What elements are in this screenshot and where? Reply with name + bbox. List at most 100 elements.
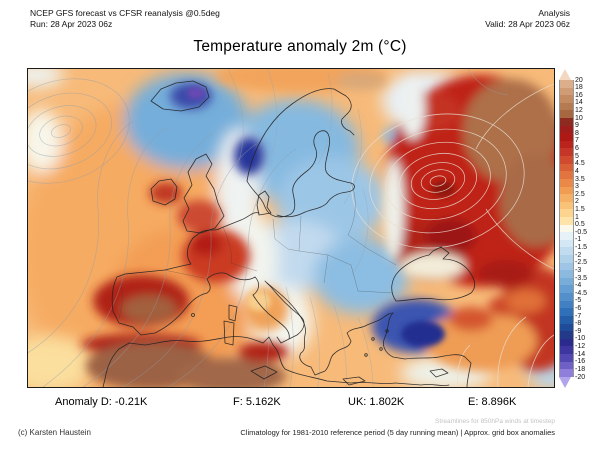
anomaly-field bbox=[28, 69, 554, 387]
colorbar-label: 3.5 bbox=[575, 175, 585, 183]
colorbar-segment bbox=[560, 201, 573, 210]
anomaly-stat-e: E: 8.896K bbox=[468, 396, 516, 408]
stat-value: 8.896K bbox=[481, 396, 517, 408]
colorbar-label: -4.5 bbox=[575, 289, 588, 297]
colorbar-segment bbox=[560, 255, 573, 263]
colorbar-label: -14 bbox=[575, 350, 586, 358]
colorbar-segment bbox=[560, 224, 573, 233]
colorbar-label: 0.5 bbox=[575, 221, 585, 229]
colorbar-segment bbox=[560, 285, 573, 294]
colorbar-segment bbox=[560, 87, 573, 96]
colorbar-segment bbox=[560, 331, 573, 339]
colorbar-segment bbox=[560, 148, 573, 157]
colorbar-label: 20 bbox=[575, 76, 583, 84]
colorbar-segment bbox=[560, 346, 573, 354]
model-line: NCEP GFS forecast vs CFSR reanalysis @0.… bbox=[30, 8, 220, 18]
colorbar-label: -18 bbox=[575, 365, 586, 373]
colorbar-segment bbox=[560, 125, 573, 134]
colorbar-label: 9 bbox=[575, 122, 579, 130]
colorbar-segment bbox=[560, 300, 573, 309]
colorbar-label: -2.5 bbox=[575, 259, 588, 267]
run-line: Run: 28 Apr 2023 06z bbox=[30, 19, 113, 29]
anomaly-stat-uk: UK: 1.802K bbox=[348, 396, 404, 408]
colorbar-label: -6 bbox=[575, 304, 582, 312]
colorbar-label: -8 bbox=[575, 320, 582, 328]
colorbar-segment bbox=[560, 361, 573, 370]
colorbar-segment bbox=[560, 118, 573, 126]
colorbar-segment bbox=[560, 209, 573, 217]
colorbar-segment bbox=[560, 323, 573, 332]
coastlines bbox=[102, 80, 475, 387]
anomaly-stat-f: F: 5.162K bbox=[233, 396, 281, 408]
colorbar-segment bbox=[560, 293, 573, 301]
colorbar-arrow-top bbox=[559, 69, 571, 80]
colorbar-label: -1 bbox=[575, 236, 582, 244]
colorbar-label: 7 bbox=[575, 137, 579, 145]
model-run-info: NCEP GFS forecast vs CFSR reanalysis @0.… bbox=[30, 8, 220, 30]
colorbar-segment bbox=[560, 80, 573, 88]
colorbar-segment bbox=[560, 353, 573, 362]
colorbar-label: -16 bbox=[575, 358, 586, 366]
colorbar-label: -12 bbox=[575, 343, 586, 351]
colorbar bbox=[559, 80, 574, 377]
colorbar-label: 8 bbox=[575, 129, 579, 137]
colorbar-segment bbox=[560, 186, 573, 195]
colorbar-label: 4 bbox=[575, 167, 579, 175]
colorbar-label: -1.5 bbox=[575, 244, 588, 252]
stat-label: E: bbox=[468, 396, 479, 408]
valid-line2: Valid: 28 Apr 2023 06z bbox=[485, 19, 570, 29]
colorbar-label: 16 bbox=[575, 91, 583, 99]
colorbar-segment bbox=[560, 315, 573, 324]
stat-label: Anomaly D: bbox=[55, 396, 112, 408]
valid-time-info: Analysis Valid: 28 Apr 2023 06z bbox=[485, 8, 570, 30]
colorbar-segment bbox=[560, 110, 573, 119]
colorbar-label: -20 bbox=[575, 373, 586, 381]
colorbar-segment bbox=[560, 232, 573, 240]
colorbar-segment bbox=[560, 369, 573, 377]
colorbar-label: 1 bbox=[575, 213, 579, 221]
colorbar-label: -3 bbox=[575, 266, 582, 274]
colorbar-label: -0.5 bbox=[575, 228, 588, 236]
colorbar-segment bbox=[560, 262, 573, 271]
credit: (c) Karsten Haustein bbox=[18, 428, 91, 437]
analysis-label: Analysis bbox=[538, 8, 570, 18]
colorbar-segment bbox=[560, 140, 573, 149]
colorbar-label: -2 bbox=[575, 251, 582, 259]
colorbar-label: 10 bbox=[575, 114, 583, 122]
stat-value: -0.21K bbox=[114, 396, 148, 408]
colorbar-segment bbox=[560, 133, 573, 141]
colorbar-segment bbox=[560, 156, 573, 164]
stat-label: UK: bbox=[348, 396, 367, 408]
colorbar-labels: 20 18 16 14 12 10 9 8 7 6 5 4.5 4 3.5 3 2.5 2 1.5 1 0.5 -0.5… bbox=[575, 76, 599, 381]
colorbar-label: 6 bbox=[575, 145, 579, 153]
colorbar-segment bbox=[560, 247, 573, 256]
colorbar-segment bbox=[560, 178, 573, 187]
colorbar-label: 18 bbox=[575, 84, 583, 92]
anomaly-stat-d: Anomaly D: -0.21K bbox=[55, 396, 147, 408]
stat-label: F: bbox=[233, 396, 243, 408]
anomaly-map-svg bbox=[28, 69, 554, 387]
colorbar-label: 1.5 bbox=[575, 205, 585, 213]
colorbar-segment bbox=[560, 308, 573, 316]
colorbar-label: 4.5 bbox=[575, 160, 585, 168]
colorbar-arrow-bottom bbox=[559, 377, 571, 388]
colorbar-segment bbox=[560, 338, 573, 347]
country-borders bbox=[118, 182, 397, 320]
colorbar-segment bbox=[560, 216, 573, 225]
climatology-note: Climatology for 1981-2010 reference peri… bbox=[240, 428, 555, 437]
colorbar-label: 2 bbox=[575, 198, 579, 206]
stat-value: 5.162K bbox=[245, 396, 281, 408]
colorbar-label: -9 bbox=[575, 327, 582, 335]
colorbar-segment bbox=[560, 95, 573, 103]
colorbar-label: 12 bbox=[575, 106, 583, 114]
anomaly-map bbox=[27, 68, 555, 388]
colorbar-label: -5 bbox=[575, 297, 582, 305]
colorbar-segment bbox=[560, 171, 573, 179]
colorbar-label: 2.5 bbox=[575, 190, 585, 198]
colorbar-label: 5 bbox=[575, 152, 579, 160]
colorbar-segment bbox=[560, 194, 573, 202]
colorbar-label: -4 bbox=[575, 282, 582, 290]
colorbar-label: -7 bbox=[575, 312, 582, 320]
colorbar-segment bbox=[560, 277, 573, 286]
